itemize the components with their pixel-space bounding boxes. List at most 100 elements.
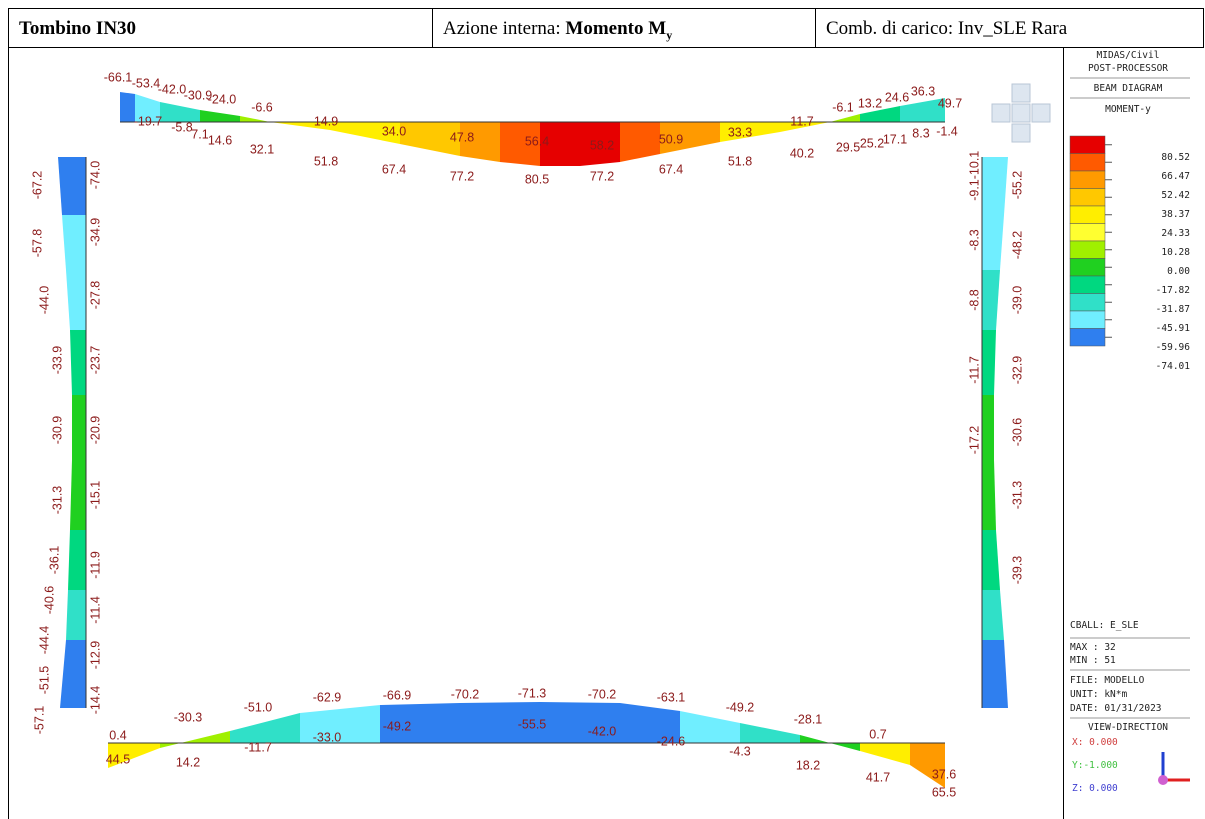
value-label: 14.6: [208, 133, 232, 147]
moment-segment: [70, 330, 86, 395]
header: Tombino IN30 Azione interna: Momento My …: [8, 8, 1204, 48]
value-label: -44.4: [37, 626, 51, 655]
legend-value: 80.52: [1161, 152, 1190, 163]
moment-segment: [620, 122, 660, 162]
moment-segment: [380, 703, 460, 743]
value-label: 40.2: [790, 146, 814, 160]
moment-segment: [200, 110, 240, 122]
moment-segment: [400, 122, 460, 156]
moment-segment: [460, 702, 540, 743]
value-label: -12.9: [88, 641, 102, 670]
value-label: -15.1: [88, 481, 102, 510]
min: MIN : 51: [1070, 655, 1116, 666]
value-label: -67.2: [30, 171, 44, 200]
value-label: -74.0: [88, 161, 102, 190]
view-z: Z: 0.000: [1072, 783, 1118, 794]
moment-segment: [830, 114, 860, 122]
value-label: -23.7: [88, 346, 102, 375]
value-label: 44.5: [106, 752, 130, 766]
moment-segment: [860, 106, 900, 122]
value-label: -51.5: [37, 666, 51, 695]
moment-segment: [720, 122, 780, 142]
moment-segment: [982, 590, 1004, 640]
moment-segment: [108, 743, 160, 768]
legend-swatch: [1069, 310, 1106, 329]
axis-origin: [1158, 775, 1168, 785]
value-label: -66.9: [383, 688, 412, 702]
value-label: 80.5: [525, 172, 549, 186]
value-label: -55.2: [1010, 171, 1024, 200]
value-label: 37.6: [932, 767, 956, 781]
value-label: -8.8: [967, 289, 981, 311]
value-label: -5.8: [171, 120, 193, 134]
value-label: -27.8: [88, 281, 102, 310]
moment-segment: [900, 98, 945, 122]
value-label: -39.0: [1010, 286, 1024, 315]
legend-swatch: [1069, 240, 1106, 259]
value-label: 34.0: [382, 124, 406, 138]
legend-swatch: [1069, 223, 1106, 242]
legend-swatch: [1069, 293, 1106, 312]
moment-segment: [540, 702, 620, 743]
legend-value: 66.47: [1161, 171, 1190, 182]
moment-segment: [740, 723, 800, 743]
legend-swatch: [1069, 188, 1106, 207]
value-label: -42.0: [588, 724, 617, 738]
value-label: 50.9: [659, 132, 683, 146]
moment-segment: [460, 122, 500, 162]
moment-segment: [982, 157, 1008, 215]
moment-segment: [540, 122, 580, 166]
value-label: -70.2: [451, 687, 480, 701]
moment-segment: [680, 711, 740, 743]
view-direction: VIEW-DIRECTION: [1088, 722, 1168, 733]
value-label: -49.2: [726, 700, 755, 714]
legend-swatch: [1069, 153, 1106, 172]
value-label: -11.7: [967, 356, 981, 384]
value-label: -62.9: [313, 690, 342, 704]
value-label: 32.1: [250, 142, 274, 156]
view-x: X: 0.000: [1072, 737, 1118, 748]
action-value: Momento My: [565, 18, 672, 42]
value-label: -14.4: [88, 686, 102, 715]
quantity: MOMENT-y: [1105, 104, 1151, 115]
value-labels: -66.1 -53.4-42.0-30.9-24.0-6.614.934.0 47.…: [30, 70, 1024, 799]
value-label: -4.3: [729, 744, 751, 758]
diagram-type: BEAM DIAGRAM: [1094, 83, 1163, 94]
value-label: 47.8: [450, 130, 474, 144]
action-value-text: Momento M: [565, 18, 667, 39]
legend-swatch: [1069, 275, 1106, 294]
value-label: 56.4: [525, 134, 549, 148]
value-label: -11.9: [88, 551, 102, 579]
legend-swatch: [1069, 205, 1106, 224]
value-label: 0.4: [109, 728, 126, 742]
moment-segment: [160, 102, 200, 122]
moment-segment: [62, 215, 86, 270]
value-label: -71.3: [518, 686, 547, 700]
value-label: 25.2: [860, 136, 884, 150]
moment-segment: [982, 460, 996, 530]
value-label: -11.4: [88, 596, 102, 624]
moment-segment: [240, 116, 270, 122]
value-label: -32.9: [1010, 356, 1024, 385]
value-label: 67.4: [382, 162, 406, 176]
software: MIDAS/Civil: [1097, 50, 1160, 61]
value-label: -53.4: [132, 76, 161, 90]
value-label: -40.6: [42, 586, 56, 615]
moment-segment: [270, 122, 330, 130]
title: Tombino IN30: [9, 9, 433, 47]
value-label: -11.7: [244, 740, 272, 754]
value-label: -33.9: [50, 346, 64, 375]
value-label: -63.1: [657, 690, 686, 704]
value-label: 8.3: [912, 126, 929, 140]
module: POST-PROCESSOR: [1088, 63, 1168, 74]
moment-segment: [982, 395, 994, 460]
moment-segment: [230, 713, 300, 743]
moment-segment: [780, 122, 830, 132]
value-label: -30.3: [174, 710, 203, 724]
value-label: 36.3: [911, 84, 935, 98]
moment-segment: [982, 330, 996, 395]
value-label: -10.1: [967, 151, 981, 180]
info-panel: MIDAS/Civil POST-PROCESSOR BEAM DIAGRAM …: [1070, 50, 1190, 794]
value-label: 58.2: [590, 138, 614, 152]
moment-segment: [800, 735, 860, 751]
